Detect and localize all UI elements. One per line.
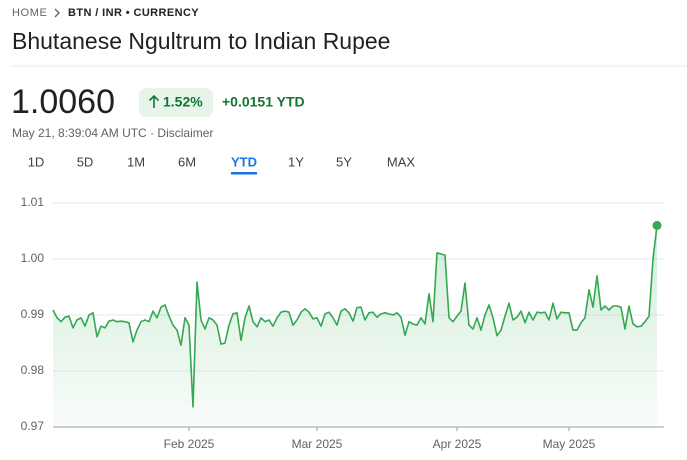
area-fill — [53, 225, 657, 427]
x-tick-label: Apr 2025 — [433, 437, 482, 451]
breadcrumb-chevron — [54, 8, 60, 18]
y-tick-label: 1.01 — [21, 195, 45, 209]
y-tick-label: 1.00 — [21, 251, 45, 265]
page-title: Bhutanese Ngultrum to Indian Rupee — [12, 28, 390, 54]
range-tab[interactable]: 1D — [28, 154, 45, 169]
breadcrumb-home[interactable]: HOME — [12, 7, 47, 19]
price: 1.0060 — [11, 83, 115, 121]
range-tabs: 1D 5D 1M 6M YTD 1Y 5Y MAX — [28, 154, 416, 175]
x-tick-label: Feb 2025 — [164, 437, 215, 451]
price-line — [52, 225, 658, 408]
range-tab[interactable]: 5D — [77, 154, 94, 169]
change-chip — [139, 88, 213, 117]
range-tab[interactable]: 6M — [178, 154, 196, 169]
last-point — [652, 220, 662, 230]
chart: 0.97 0.98 0.99 1.00 1.01 Feb 2025 Mar 2025 Apr … — [21, 195, 664, 451]
timestamp-text: May 21, 8:39:04 AM UTC — [12, 126, 147, 140]
timestamp: May 21, 8:39:04 AM UTC · Disclaimer — [12, 126, 213, 140]
up-arrow-icon — [148, 94, 160, 108]
x-tick-label: Mar 2025 — [292, 437, 343, 451]
y-tick-label: 0.99 — [21, 307, 45, 321]
range-tab[interactable]: YTD — [231, 154, 257, 169]
y-tick-label: 0.97 — [21, 419, 45, 433]
selected-tab-indicator — [231, 172, 257, 175]
range-tab[interactable]: 1M — [127, 154, 145, 169]
range-tab[interactable]: 5Y — [336, 154, 352, 169]
breadcrumb-current: BTN / INR • CURRENCY — [68, 7, 199, 19]
disclaimer-link[interactable]: Disclaimer — [157, 126, 213, 140]
range-tab[interactable]: 1Y — [288, 154, 304, 169]
change-percent: 1.52% — [163, 94, 203, 110]
x-tick-label: May 2025 — [543, 437, 596, 451]
range-tab[interactable]: MAX — [387, 154, 416, 169]
y-tick-label: 0.98 — [21, 363, 45, 377]
change-value: +0.0151 YTD — [222, 94, 305, 110]
separator: · — [147, 126, 158, 140]
